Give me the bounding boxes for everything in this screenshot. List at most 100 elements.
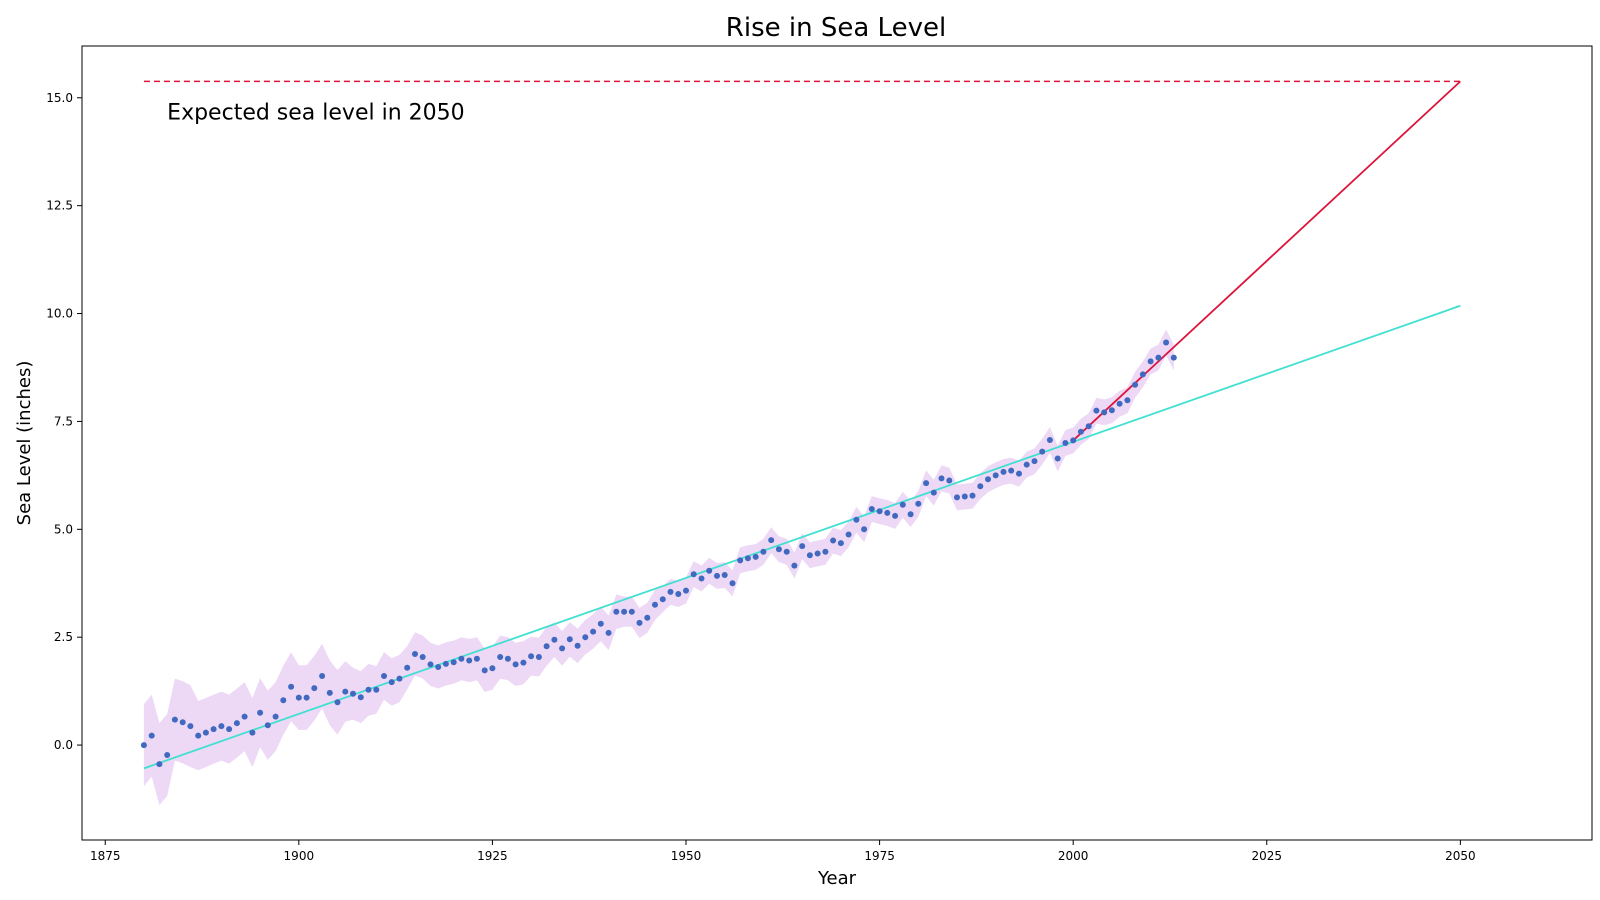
data-point — [961, 493, 968, 500]
data-point — [814, 550, 821, 557]
data-point — [621, 608, 628, 615]
data-point — [1124, 397, 1131, 404]
data-point — [613, 608, 620, 615]
data-point — [226, 726, 233, 733]
y-tick-label: 5.0 — [54, 522, 73, 536]
data-point — [373, 686, 380, 693]
data-point — [605, 629, 612, 636]
plot-frame — [81, 45, 1593, 841]
data-point — [791, 562, 798, 569]
y-tick-label: 12.5 — [46, 199, 73, 213]
data-point — [543, 643, 550, 650]
data-point — [954, 494, 960, 501]
data-point — [1016, 470, 1022, 477]
data-point — [644, 614, 651, 621]
data-point — [1093, 407, 1100, 414]
data-point — [853, 516, 860, 523]
data-point — [899, 501, 906, 508]
data-point — [985, 476, 991, 483]
data-point — [497, 654, 504, 660]
data-point — [729, 580, 736, 587]
data-point — [535, 654, 542, 660]
data-point — [969, 492, 976, 499]
data-point — [1008, 467, 1015, 474]
data-point — [861, 526, 868, 533]
data-point — [551, 636, 558, 643]
data-point — [195, 732, 202, 739]
data-point — [1108, 407, 1115, 414]
data-point — [442, 660, 449, 667]
data-point — [760, 548, 767, 555]
data-point — [419, 654, 426, 660]
data-point — [636, 619, 643, 626]
data-point — [171, 716, 178, 723]
x-tick-label: 1925 — [477, 849, 508, 863]
data-point — [435, 664, 442, 670]
data-point — [884, 509, 891, 516]
annotation-expected-2050: Expected sea level in 2050 — [167, 100, 464, 125]
x-axis: 1875 1900 1925 1950 1975 2000 2025 2050 — [90, 840, 1476, 863]
data-point — [489, 665, 496, 672]
data-point — [845, 531, 852, 538]
data-point — [946, 477, 953, 484]
data-point — [466, 657, 473, 664]
data-point — [210, 726, 217, 733]
data-point — [249, 729, 256, 736]
data-point — [140, 742, 147, 749]
data-point — [326, 689, 333, 696]
data-point — [721, 572, 728, 578]
data-point — [1023, 461, 1030, 468]
data-point — [218, 723, 225, 730]
data-point — [822, 548, 829, 555]
data-point — [303, 694, 310, 701]
x-tick-label: 1975 — [864, 849, 895, 863]
data-point — [1039, 448, 1046, 455]
data-point — [977, 483, 984, 490]
data-point — [504, 655, 511, 662]
data-point — [706, 567, 713, 574]
x-tick-label: 2000 — [1058, 849, 1089, 863]
data-point — [923, 480, 930, 487]
y-tick-label: 15.0 — [46, 91, 73, 105]
data-point — [830, 537, 837, 544]
data-point — [938, 475, 945, 482]
data-point — [628, 608, 635, 615]
y-tick-label: 0.0 — [54, 738, 73, 752]
data-point — [1054, 455, 1061, 462]
data-point — [1062, 440, 1069, 446]
data-point — [690, 571, 697, 578]
data-point — [868, 506, 875, 512]
data-point — [799, 543, 806, 550]
data-point — [202, 729, 209, 736]
data-point — [388, 679, 395, 686]
data-point — [319, 673, 326, 679]
data-point — [412, 651, 418, 657]
data-point — [272, 713, 279, 720]
data-point — [930, 489, 937, 496]
data-point — [1101, 409, 1108, 416]
data-point — [233, 720, 240, 727]
data-point — [528, 653, 535, 660]
data-point — [1077, 428, 1084, 435]
x-tick-label: 1875 — [90, 849, 121, 863]
data-point — [187, 723, 194, 730]
data-point — [280, 697, 287, 704]
data-point — [1070, 437, 1077, 444]
data-point — [427, 661, 434, 668]
data-point — [334, 699, 341, 706]
x-tick-label: 1900 — [284, 849, 315, 863]
data-point — [652, 601, 658, 608]
y-tick-label: 7.5 — [54, 414, 73, 428]
data-point — [381, 673, 387, 679]
data-point — [559, 645, 566, 652]
data-point — [1116, 400, 1123, 407]
data-point — [342, 688, 349, 695]
data-point — [481, 667, 488, 674]
chart-title: Rise in Sea Level — [726, 13, 946, 43]
data-point — [768, 537, 775, 544]
data-point — [1046, 437, 1053, 443]
uncertainty-band — [143, 329, 1174, 805]
data-point — [520, 659, 527, 666]
data-point — [992, 472, 999, 479]
